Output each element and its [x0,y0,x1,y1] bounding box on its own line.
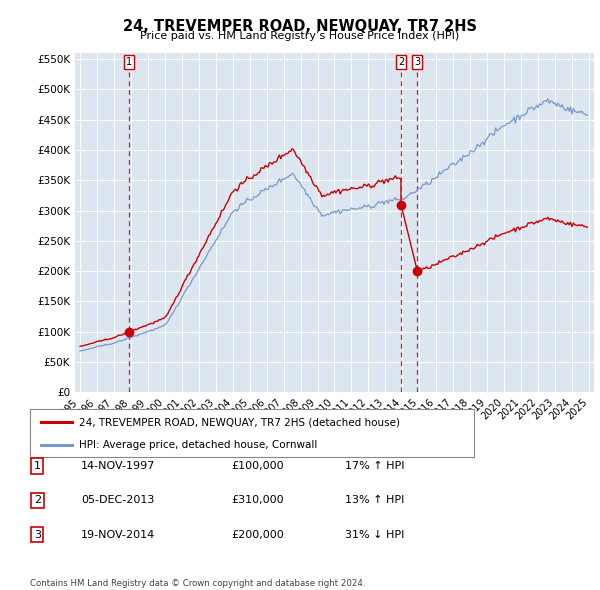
Text: £310,000: £310,000 [231,496,284,505]
Text: £200,000: £200,000 [231,530,284,539]
Text: 14-NOV-1997: 14-NOV-1997 [81,461,155,471]
Text: 1: 1 [34,461,41,471]
Text: 24, TREVEMPER ROAD, NEWQUAY, TR7 2HS: 24, TREVEMPER ROAD, NEWQUAY, TR7 2HS [123,19,477,34]
Text: 3: 3 [414,57,421,67]
Text: 3: 3 [34,530,41,539]
Text: 05-DEC-2013: 05-DEC-2013 [81,496,154,505]
Text: Contains HM Land Registry data © Crown copyright and database right 2024.
This d: Contains HM Land Registry data © Crown c… [30,579,365,590]
Text: 2: 2 [398,57,404,67]
Text: 2: 2 [34,496,41,505]
Text: HPI: Average price, detached house, Cornwall: HPI: Average price, detached house, Corn… [79,440,317,450]
Text: 1: 1 [125,57,132,67]
Text: 17% ↑ HPI: 17% ↑ HPI [345,461,404,471]
Text: £100,000: £100,000 [231,461,284,471]
Text: Price paid vs. HM Land Registry’s House Price Index (HPI): Price paid vs. HM Land Registry’s House … [140,31,460,41]
Text: 31% ↓ HPI: 31% ↓ HPI [345,530,404,539]
Text: 13% ↑ HPI: 13% ↑ HPI [345,496,404,505]
Text: 24, TREVEMPER ROAD, NEWQUAY, TR7 2HS (detached house): 24, TREVEMPER ROAD, NEWQUAY, TR7 2HS (de… [79,417,400,427]
Text: 19-NOV-2014: 19-NOV-2014 [81,530,155,539]
